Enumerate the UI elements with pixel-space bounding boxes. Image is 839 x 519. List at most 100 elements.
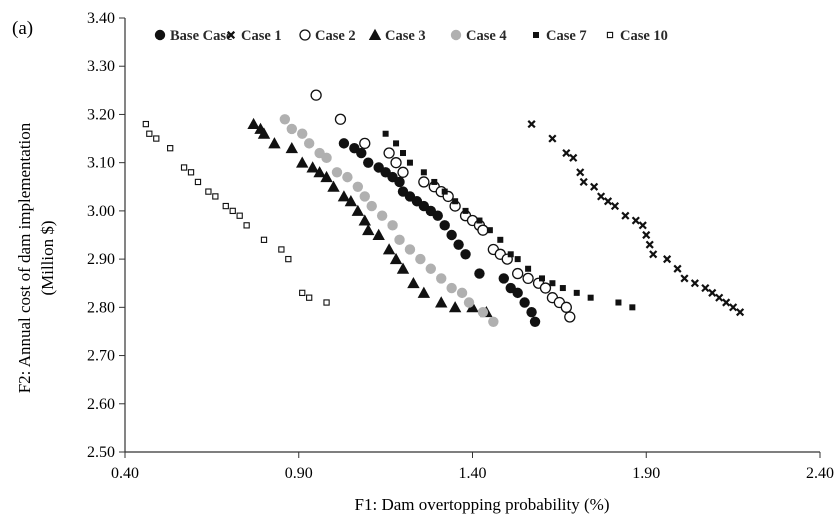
data-point [460, 249, 471, 260]
data-points [142, 89, 745, 327]
data-point [649, 250, 658, 259]
data-point [526, 306, 537, 318]
legend-label: Case 4 [466, 28, 507, 44]
series-case-3 [247, 117, 493, 318]
data-point [477, 306, 489, 318]
data-point [486, 227, 493, 234]
data-point [435, 296, 448, 308]
data-point [439, 220, 450, 231]
legend-label: Case 2 [315, 28, 356, 44]
legend-item: Case 1 [226, 28, 282, 44]
data-point [366, 200, 377, 212]
data-point [351, 204, 365, 216]
data-point [342, 171, 353, 183]
data-point [432, 210, 443, 221]
data-point [359, 137, 371, 150]
data-point [306, 294, 313, 301]
data-point [663, 255, 672, 264]
data-point [680, 274, 689, 283]
data-point [376, 210, 388, 221]
legend-item: Case 7 [533, 28, 587, 44]
data-point [436, 273, 447, 284]
data-point [562, 148, 571, 158]
data-point [512, 287, 523, 299]
x-tick-label: 1.90 [632, 465, 660, 482]
data-point [222, 202, 229, 210]
data-point [338, 138, 350, 149]
data-point [638, 221, 647, 230]
data-point [579, 177, 588, 187]
x-tick-label: 2.40 [806, 465, 834, 482]
data-point [394, 176, 405, 188]
data-point [334, 113, 347, 125]
data-point [488, 316, 499, 327]
y-tick-label: 3.10 [87, 155, 115, 172]
legend-marker [154, 29, 166, 41]
legend-label: Case 3 [385, 28, 426, 44]
data-point [453, 239, 464, 250]
legend-marker [226, 30, 236, 40]
data-point [331, 167, 343, 178]
data-point [497, 236, 504, 243]
series-base-case [338, 138, 541, 327]
data-point [529, 316, 541, 327]
data-point [285, 142, 298, 154]
data-point [257, 127, 271, 139]
data-point [153, 135, 160, 142]
data-point [587, 294, 594, 301]
data-point [296, 156, 309, 168]
data-point [167, 145, 174, 152]
data-point [564, 311, 576, 323]
data-point [729, 303, 738, 312]
data-point [306, 161, 319, 173]
data-point [236, 212, 243, 219]
data-point [320, 170, 333, 183]
data-point [247, 117, 260, 130]
data-point [418, 176, 430, 188]
data-point [549, 280, 556, 287]
data-point [383, 147, 395, 159]
data-point [507, 251, 514, 258]
data-point [344, 195, 358, 207]
data-point [573, 289, 580, 296]
data-point [596, 192, 606, 201]
data-point [303, 138, 315, 149]
legend-item: Base Case [154, 28, 233, 44]
y-tick-label: 2.70 [87, 348, 115, 365]
data-point [708, 288, 717, 297]
legend-item: Case 2 [299, 28, 356, 44]
data-point [382, 243, 396, 255]
series-case-7 [382, 130, 636, 311]
data-point [229, 207, 236, 215]
data-point [323, 299, 330, 306]
data-point [463, 297, 475, 308]
data-point [187, 169, 195, 176]
data-point [576, 168, 585, 177]
data-point [631, 216, 640, 225]
data-point [313, 166, 326, 178]
data-point [621, 211, 630, 220]
data-point [539, 282, 552, 294]
data-point [358, 214, 371, 226]
y-tick-label: 3.20 [87, 106, 115, 123]
series-case-1 [527, 120, 745, 317]
y-tick-label: 3.30 [87, 58, 115, 75]
data-point [446, 282, 457, 294]
data-point [393, 140, 400, 147]
data-point [446, 229, 457, 241]
legend-marker [533, 32, 539, 38]
data-point [590, 182, 599, 191]
y-tick-label: 2.90 [87, 251, 115, 268]
data-point [642, 230, 651, 240]
data-point [363, 157, 374, 168]
x-tick-label: 0.90 [285, 465, 313, 482]
data-point [142, 120, 149, 128]
data-point [522, 272, 534, 285]
data-point [629, 304, 636, 311]
data-point [406, 159, 413, 166]
data-point [180, 164, 188, 171]
data-point [456, 287, 468, 299]
data-point [512, 267, 524, 280]
